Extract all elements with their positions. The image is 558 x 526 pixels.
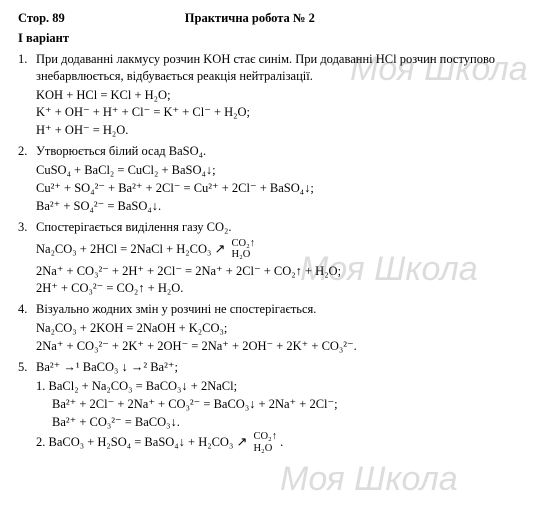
question-2: 2. Утворюється білий осад BaSO₄. — [18, 143, 540, 160]
equation: Na₂CO₃ + 2KOH = 2NaOH + K₂CO₃; — [36, 320, 540, 337]
work-title: Практична робота № 2 — [185, 10, 315, 27]
equation: Ba²⁺ + 2Cl⁻ + 2Na⁺ + CO₃²⁻ = BaCO₃↓ + 2N… — [52, 396, 540, 413]
q2-equations: CuSO₄ + BaCl₂ = CuCl₂ + BaSO₄↓; Cu²⁺ + S… — [36, 162, 540, 215]
q5-equations: 1. BaCl₂ + Na₂CO₃ = BaCO₃↓ + 2NaCl; Ba²⁺… — [36, 378, 540, 456]
equation: CuSO₄ + BaCl₂ = CuCl₂ + BaSO₄↓; — [36, 162, 540, 179]
equation: Ba²⁺ + SO₄²⁻ = BaSO₄↓. — [36, 198, 540, 215]
sub-number: 1. — [36, 379, 45, 393]
question-5: 5. Ba²⁺ →¹ BaCO₃ ↓ →² Ba²⁺; — [18, 359, 540, 376]
equation: Ba²⁺ + CO₃²⁻ = BaCO₃↓. — [52, 414, 540, 431]
split-products: CO₂↑ H₂O — [253, 431, 277, 455]
q-number: 5. — [18, 359, 36, 376]
equation-left: BaCO₃ + H₂SO₄ = BaSO₄↓ + H₂CO₃ — [49, 435, 234, 449]
sub-number: 2. — [36, 435, 45, 449]
q3-equations: Na₂CO₃ + 2HCl = 2NaCl + H₂CO₃ ↗ CO₂↑ H₂O… — [36, 238, 540, 298]
question-1: 1. При додаванні лакмусу розчин KOH стає… — [18, 51, 540, 85]
equation: Cu²⁺ + SO₄²⁻ + Ba²⁺ + 2Cl⁻ = Cu²⁺ + 2Cl⁻… — [36, 180, 540, 197]
q4-equations: Na₂CO₃ + 2KOH = 2NaOH + K₂CO₃; 2Na⁺ + CO… — [36, 320, 540, 355]
equation: 2Na⁺ + CO₃²⁻ + 2K⁺ + 2OH⁻ = 2Na⁺ + 2OH⁻ … — [36, 338, 540, 355]
product-bot: H₂O — [232, 250, 256, 261]
equation: H⁺ + OH⁻ = H₂O. — [36, 122, 540, 139]
variant-label: I варіант — [18, 30, 540, 47]
q-number: 2. — [18, 143, 36, 160]
q-text: Візуально жодних змін у розчині не спост… — [36, 301, 540, 318]
sub-item-1: 1. BaCl₂ + Na₂CO₃ = BaCO₃↓ + 2NaCl; — [36, 378, 540, 395]
question-3: 3. Спостерігається виділення газу CO₂. — [18, 219, 540, 236]
q-text: При додаванні лакмусу розчин KOH стає си… — [36, 51, 540, 85]
split-products: CO₂↑ H₂O — [232, 238, 256, 262]
sub-item-2: 2. BaCO₃ + H₂SO₄ = BaSO₄↓ + H₂CO₃ ↗ CO₂↑… — [36, 431, 540, 455]
product-top: CO₂↑ — [253, 432, 277, 443]
equation-end: . — [280, 435, 283, 449]
q-number: 1. — [18, 51, 36, 85]
q-number: 3. — [18, 219, 36, 236]
q-text: Спостерігається виділення газу CO₂. — [36, 219, 540, 236]
equation: Na₂CO₃ + 2HCl = 2NaCl + H₂CO₃ ↗ CO₂↑ H₂O — [36, 238, 540, 262]
document-content: Стор. 89 Практична робота № 2 I варіант … — [0, 0, 558, 466]
product-bot: H₂O — [253, 444, 277, 455]
q-text: Утворюється білий осад BaSO₄. — [36, 143, 540, 160]
equation: 2Na⁺ + CO₃²⁻ + 2H⁺ + 2Cl⁻ = 2Na⁺ + 2Cl⁻ … — [36, 263, 540, 280]
reaction-chain: Ba²⁺ →¹ BaCO₃ ↓ →² Ba²⁺; — [36, 359, 540, 376]
q1-equations: KOH + HCl = KCl + H₂O; K⁺ + OH⁻ + H⁺ + C… — [36, 87, 540, 140]
equation: 2H⁺ + CO₃²⁻ = CO₂↑ + H₂O. — [36, 280, 540, 297]
equation: KOH + HCl = KCl + H₂O; — [36, 87, 540, 104]
equation-left: Na₂CO₃ + 2HCl = 2NaCl + H₂CO₃ — [36, 241, 211, 255]
q-number: 4. — [18, 301, 36, 318]
question-4: 4. Візуально жодних змін у розчині не сп… — [18, 301, 540, 318]
equation: BaCl₂ + Na₂CO₃ = BaCO₃↓ + 2NaCl; — [49, 379, 238, 393]
equation: K⁺ + OH⁻ + H⁺ + Cl⁻ = K⁺ + Cl⁻ + H₂O; — [36, 104, 540, 121]
product-top: CO₂↑ — [232, 239, 256, 250]
header-row: Стор. 89 Практична робота № 2 — [18, 10, 540, 27]
page-ref: Стор. 89 — [18, 10, 65, 27]
